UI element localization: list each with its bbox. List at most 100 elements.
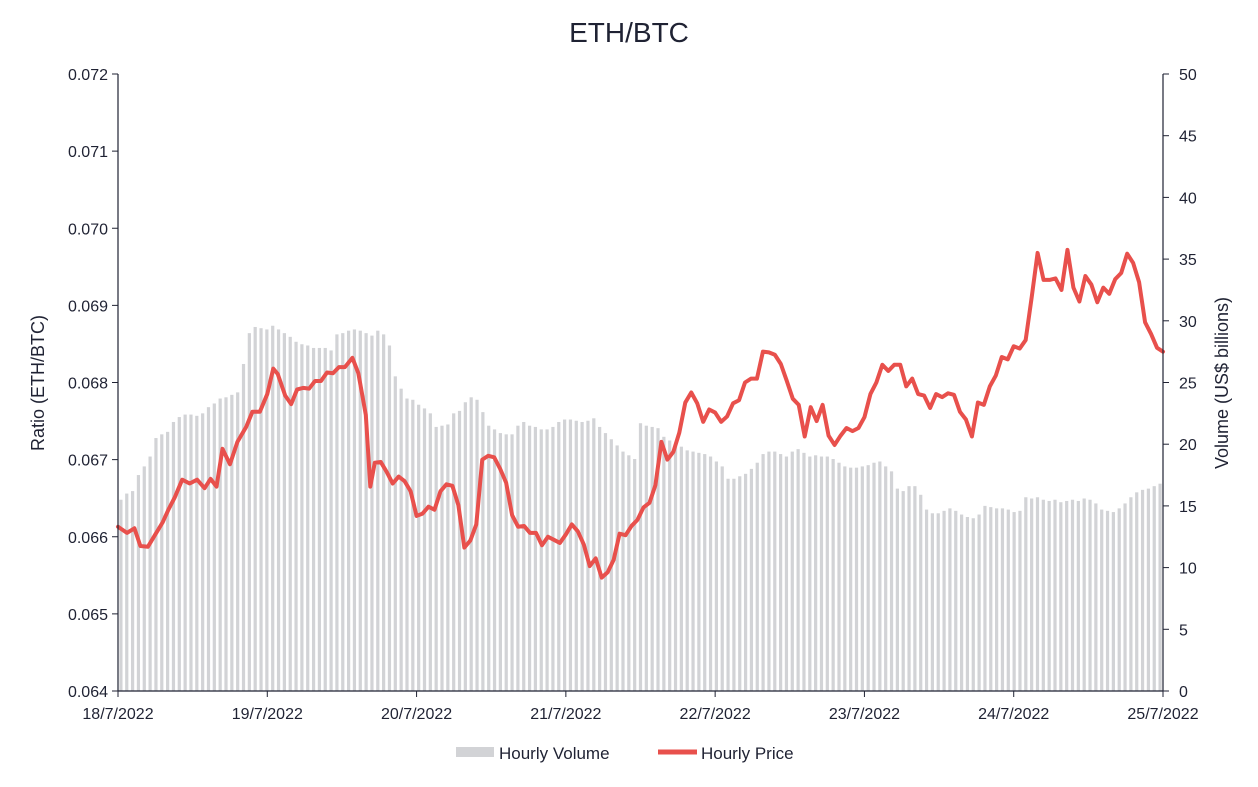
volume-bar [580, 421, 584, 691]
volume-bar [673, 444, 678, 691]
y-left-tick-label: 0.068 [68, 376, 108, 393]
volume-bar [971, 518, 975, 691]
volume-bar [189, 414, 193, 691]
y-right-tick-label: 25 [1179, 376, 1197, 393]
legend-volume-swatch [456, 747, 494, 757]
volume-bar [942, 510, 946, 691]
volume-bar [691, 451, 695, 691]
volume-bar [1094, 503, 1098, 691]
volume-bar [1035, 497, 1040, 691]
volume-bar [621, 451, 625, 691]
volume-bar [755, 462, 759, 691]
volume-bar [376, 330, 380, 691]
volume-bar [703, 454, 707, 691]
volume-bar [352, 329, 357, 691]
volume-bar [434, 426, 438, 691]
volume-bar [919, 494, 923, 691]
volume-bar [236, 392, 240, 691]
volume-bar [854, 467, 859, 691]
volume-bar [790, 451, 794, 691]
volume-bar [644, 425, 648, 691]
volume-bar [241, 363, 246, 691]
volume-bar [335, 334, 339, 691]
volume-bar [551, 426, 555, 691]
volume-bar [399, 388, 403, 691]
x-tick-label: 24/7/2022 [978, 706, 1049, 723]
volume-bar [668, 440, 672, 691]
y-right-tick-label: 10 [1179, 561, 1197, 578]
y-right-tick-label: 30 [1179, 314, 1197, 331]
volume-bar [679, 446, 683, 691]
volume-bar [527, 425, 532, 691]
volume-bar [206, 407, 211, 691]
y-right-tick-label: 20 [1179, 437, 1197, 454]
price-line [116, 247, 1165, 580]
y-right-tick-label: 35 [1179, 252, 1197, 269]
volume-bar [487, 425, 491, 691]
volume-bar [329, 350, 333, 691]
y-right-tick-label: 5 [1179, 622, 1188, 639]
volume-bar [767, 451, 771, 691]
volume-bar [1018, 510, 1022, 691]
volume-bar [387, 345, 392, 691]
volume-bar [382, 334, 386, 691]
volume-bar [311, 347, 316, 691]
y-left-axis-title: Ratio (ETH/BTC) [28, 315, 48, 451]
volume-bar [1140, 489, 1145, 691]
volume-bar [860, 466, 864, 691]
volume-bar [498, 433, 502, 691]
volume-bar [422, 408, 427, 691]
volume-bar [247, 333, 251, 691]
volume-bar [1117, 508, 1121, 691]
volume-bar [265, 329, 269, 691]
volume-bar [574, 420, 578, 691]
volume-bar [1158, 483, 1162, 691]
volume-bar [230, 394, 234, 691]
volume-bar [1070, 499, 1075, 691]
volume-bar [749, 468, 754, 691]
y-left-tick-label: 0.067 [68, 453, 108, 470]
volume-bar [417, 404, 421, 691]
volume-bar [714, 461, 718, 691]
volume-bar [347, 330, 351, 691]
volume-bar [732, 478, 736, 691]
volume-bar [492, 429, 497, 691]
volume-bar [615, 445, 619, 691]
volume-bar [814, 455, 818, 691]
volume-bar [638, 423, 643, 691]
y-left-tick-label: 0.070 [68, 221, 108, 238]
volume-bar [825, 456, 829, 691]
volume-bar [796, 449, 800, 691]
volume-bar [516, 425, 520, 691]
y-left-tick-label: 0.064 [68, 684, 108, 701]
volume-bar [913, 486, 917, 691]
volume-bar [738, 476, 742, 691]
volume-bar [1076, 500, 1080, 691]
volume-bar [130, 491, 135, 691]
volume-bar [201, 413, 205, 691]
volume-bar [1000, 508, 1005, 691]
y-left-tick-label: 0.072 [68, 67, 108, 84]
volume-bar [773, 451, 777, 691]
volume-bar [924, 509, 929, 691]
volume-bar [557, 421, 561, 691]
volume-bar [697, 452, 701, 691]
volume-bar [989, 507, 993, 691]
legend: Hourly Volume Hourly Price [456, 744, 794, 763]
volume-bar [837, 462, 841, 691]
volume-bar [995, 508, 999, 691]
volume-bar [533, 426, 538, 691]
volume-bar [784, 456, 789, 691]
volume-bar [954, 510, 958, 691]
volume-bar [142, 466, 146, 691]
volume-bar [1152, 486, 1156, 691]
volume-bar [393, 376, 397, 691]
volume-bar [849, 467, 853, 691]
x-tick-label: 25/7/2022 [1127, 706, 1198, 723]
volume-bar [1006, 509, 1010, 691]
volume-bar [195, 415, 199, 691]
volume-bar [685, 450, 689, 691]
volume-bar [475, 399, 479, 691]
x-tick-label: 23/7/2022 [829, 706, 900, 723]
y-right-tick-label: 45 [1179, 129, 1197, 146]
